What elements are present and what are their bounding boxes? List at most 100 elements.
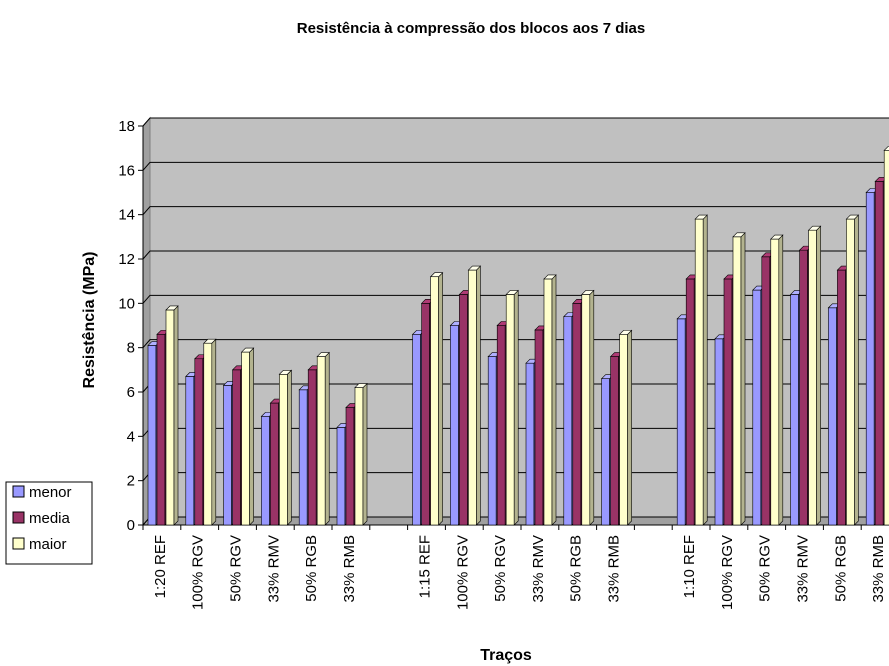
- bar-top: [807, 225, 822, 231]
- bar-top: [732, 232, 746, 238]
- bar-front: [194, 358, 204, 526]
- plot-area: 0 2 4 6 8 10 12 14 16 18 1:20 REF 100% RGV 50% RGV 33…: [118, 116, 889, 610]
- bar-front: [563, 316, 573, 526]
- bar-top: [429, 272, 444, 278]
- bar-side: [476, 265, 481, 526]
- bar-top: [505, 290, 519, 295]
- legend-swatch: [12, 511, 25, 524]
- y-tick-label: 16: [118, 162, 135, 179]
- bar: [505, 289, 519, 526]
- bar-side: [249, 347, 254, 526]
- x-tick-label: 100% RGV: [719, 535, 736, 610]
- y-tick-label: 2: [127, 473, 135, 490]
- y-tick-label: 8: [127, 340, 135, 357]
- bar-front: [459, 294, 468, 526]
- bar-front: [307, 369, 317, 526]
- grid-line: [142, 294, 889, 304]
- bar-front: [846, 218, 855, 526]
- bar-front: [298, 389, 308, 526]
- bar-side: [551, 274, 557, 526]
- bar-front: [601, 378, 610, 526]
- bar-front: [572, 303, 582, 526]
- bar-front: [883, 150, 889, 526]
- legend-label: menor: [29, 484, 72, 501]
- bar-front: [450, 325, 459, 526]
- bar: [883, 146, 889, 526]
- bar-front: [610, 356, 619, 526]
- bar-front: [336, 427, 346, 526]
- bar: [316, 351, 330, 526]
- chart-title: Resistência à compressão dos blocos aos …: [297, 20, 645, 37]
- bar-top: [354, 383, 368, 388]
- bar-front: [279, 373, 288, 526]
- bar-side: [740, 232, 746, 526]
- bar-front: [865, 192, 875, 526]
- bar-front: [156, 334, 166, 526]
- x-tick-label: 33% RMB: [870, 535, 887, 603]
- bar-side: [816, 225, 821, 526]
- x-tick-label: 50% RGB: [303, 535, 320, 602]
- bar-front: [799, 249, 808, 526]
- legend-label: media: [29, 510, 71, 527]
- x-tick-label: 33% RMV: [265, 535, 282, 603]
- bar-front: [223, 385, 232, 526]
- bar-front: [316, 356, 326, 526]
- bar: [203, 338, 217, 526]
- bar: [240, 347, 255, 526]
- y-tick-label: 10: [118, 295, 135, 312]
- bar-front: [345, 407, 355, 526]
- y-axis-label: Resistência (MPa): [81, 252, 98, 389]
- bar-top: [278, 369, 293, 375]
- bar-front: [543, 278, 553, 526]
- x-axis-label: Traços: [480, 647, 532, 664]
- x-tick-label: 50% RGB: [832, 535, 849, 602]
- bar-side: [854, 214, 859, 526]
- bar-side: [287, 369, 292, 526]
- bar-top: [203, 338, 217, 344]
- bar-side: [438, 272, 443, 526]
- bar-front: [261, 416, 270, 526]
- bar-top: [543, 274, 557, 280]
- bar-side: [211, 338, 217, 526]
- bar-side: [324, 351, 330, 526]
- bar-top: [467, 265, 482, 271]
- grid-line: [142, 250, 889, 260]
- bar-front: [534, 329, 544, 526]
- bar-front: [837, 269, 846, 526]
- bar-front: [828, 307, 837, 526]
- y-tick-label: 0: [127, 517, 135, 534]
- bar-side: [627, 329, 632, 526]
- bar-front: [496, 325, 506, 526]
- bar-top: [240, 347, 255, 353]
- bar-front: [874, 181, 884, 526]
- grid-line: [142, 206, 889, 215]
- grid-line: [142, 117, 889, 127]
- x-tick-label: 1:15 REF: [417, 535, 434, 598]
- bar-front: [421, 303, 430, 526]
- grid-line: [142, 339, 889, 348]
- legend-label: maior: [29, 536, 67, 553]
- x-tick-label: 33% RMV: [795, 535, 812, 603]
- bar: [467, 265, 482, 526]
- bar-side: [589, 289, 595, 526]
- x-tick-label: 50% RGB: [568, 535, 585, 602]
- bar-front: [694, 218, 704, 526]
- bar: [732, 232, 746, 526]
- bar-front: [732, 236, 742, 526]
- grid-line: [142, 161, 889, 171]
- bar: [694, 214, 708, 526]
- bar-front: [270, 402, 279, 526]
- x-tick-label: 50% RGV: [757, 535, 774, 602]
- x-tick-label: 33% RMB: [341, 535, 358, 603]
- bar-side: [513, 289, 519, 526]
- bar-front: [147, 345, 157, 526]
- x-tick-label: 33% RMV: [530, 535, 547, 603]
- bar-front: [165, 309, 175, 526]
- x-tick-label: 50% RGV: [228, 535, 245, 602]
- bar-side: [173, 305, 179, 526]
- bar-front: [430, 276, 439, 526]
- bar-front: [354, 387, 364, 526]
- x-tick-label: 50% RGV: [492, 535, 509, 602]
- y-tick-label: 6: [127, 384, 135, 401]
- bar-front: [685, 278, 695, 526]
